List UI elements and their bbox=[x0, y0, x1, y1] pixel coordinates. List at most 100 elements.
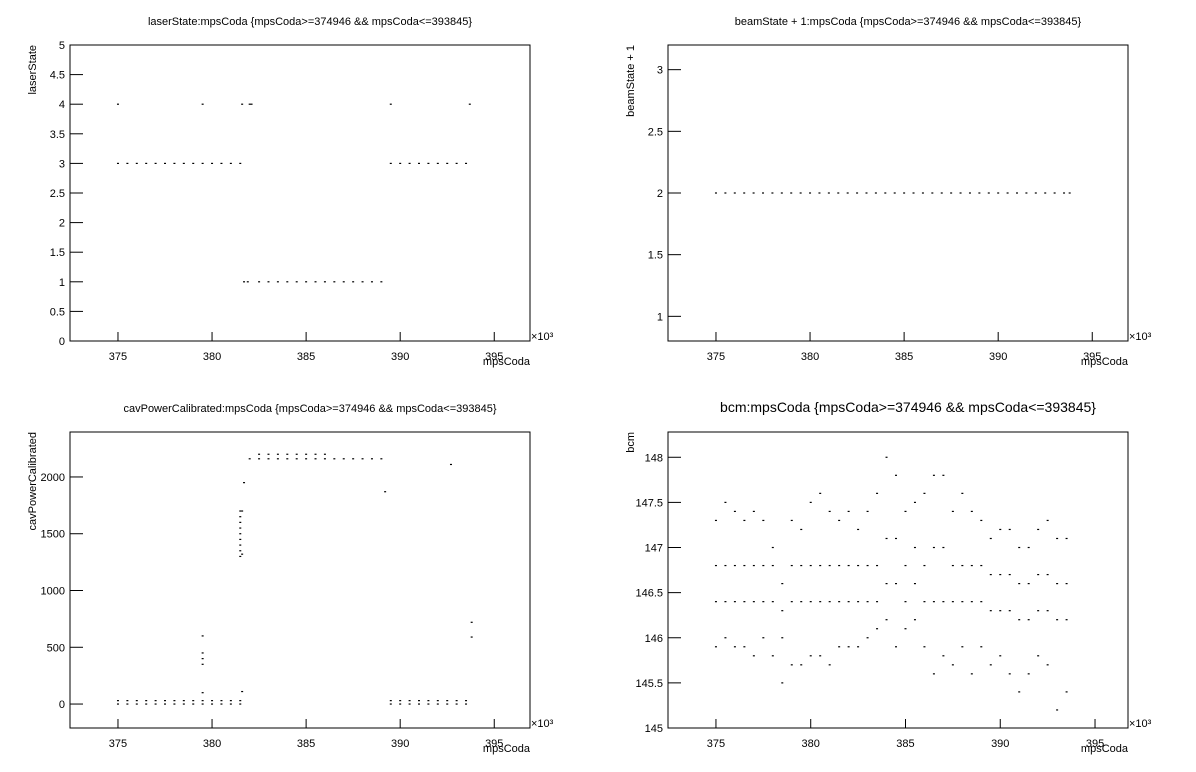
point bbox=[295, 453, 298, 455]
point bbox=[762, 192, 765, 194]
point bbox=[258, 453, 261, 455]
point bbox=[211, 700, 214, 702]
y-tick-label: 1 bbox=[657, 311, 663, 323]
point bbox=[809, 601, 812, 603]
point bbox=[847, 646, 850, 648]
point bbox=[1027, 619, 1030, 621]
point bbox=[800, 601, 803, 603]
x-tick-label: 395 bbox=[1086, 738, 1104, 750]
point bbox=[164, 162, 167, 164]
point bbox=[154, 700, 157, 702]
point bbox=[999, 573, 1002, 576]
point bbox=[323, 453, 326, 455]
point bbox=[295, 458, 298, 460]
point bbox=[380, 281, 383, 283]
y-tick-label: 145.5 bbox=[635, 678, 663, 690]
point bbox=[923, 646, 926, 648]
point bbox=[923, 492, 926, 494]
x-tick-label: 390 bbox=[391, 738, 409, 750]
point bbox=[408, 162, 411, 164]
x-tick-label: 395 bbox=[485, 351, 503, 363]
y-tick-label: 2.5 bbox=[648, 126, 663, 138]
point bbox=[838, 519, 841, 522]
point bbox=[276, 453, 279, 455]
point bbox=[145, 703, 148, 705]
chart-title: laserState:mpsCoda {mpsCoda>=374946 && m… bbox=[148, 16, 472, 28]
point bbox=[951, 664, 954, 666]
point bbox=[913, 583, 916, 585]
point bbox=[818, 192, 821, 194]
point bbox=[417, 700, 420, 702]
point bbox=[258, 458, 261, 460]
point bbox=[446, 700, 449, 702]
point bbox=[999, 610, 1002, 612]
point bbox=[885, 583, 888, 585]
point bbox=[903, 192, 906, 194]
point bbox=[895, 583, 898, 585]
y-tick-label: 0 bbox=[59, 336, 65, 348]
point bbox=[173, 700, 176, 702]
point bbox=[436, 162, 439, 164]
point bbox=[389, 103, 392, 105]
point bbox=[809, 192, 812, 194]
point bbox=[790, 664, 793, 666]
point bbox=[1034, 192, 1037, 194]
point bbox=[809, 501, 812, 503]
point bbox=[932, 474, 935, 476]
point bbox=[342, 458, 345, 460]
point bbox=[286, 453, 289, 455]
x-axis-multiplier: ×10³ bbox=[1129, 331, 1152, 343]
point bbox=[724, 601, 727, 603]
point bbox=[1008, 573, 1011, 576]
point bbox=[295, 281, 298, 283]
x-tick-label: 390 bbox=[989, 351, 1007, 363]
point bbox=[229, 700, 232, 702]
y-axis-label: cavPowerCalibrated bbox=[27, 432, 39, 530]
point bbox=[1008, 673, 1011, 675]
point bbox=[780, 192, 783, 194]
point bbox=[384, 491, 387, 493]
point bbox=[465, 700, 468, 702]
point bbox=[1056, 709, 1059, 711]
point bbox=[874, 192, 877, 194]
y-tick-label: 145 bbox=[645, 723, 663, 735]
point bbox=[239, 527, 242, 529]
point bbox=[286, 458, 289, 460]
point bbox=[866, 510, 869, 513]
point bbox=[276, 281, 279, 283]
point bbox=[866, 564, 869, 567]
point bbox=[455, 162, 458, 164]
point bbox=[733, 646, 736, 648]
y-axis-label: beamState + 1 bbox=[625, 45, 637, 117]
point bbox=[427, 162, 430, 164]
point bbox=[885, 537, 888, 540]
point bbox=[857, 646, 860, 648]
point bbox=[904, 564, 907, 567]
point bbox=[876, 601, 879, 603]
point bbox=[1046, 573, 1049, 576]
point bbox=[950, 192, 953, 194]
point bbox=[239, 516, 242, 518]
point bbox=[241, 690, 244, 693]
y-tick-label: 3 bbox=[59, 158, 65, 170]
point bbox=[714, 519, 717, 522]
point bbox=[828, 601, 831, 603]
y-tick-label: 146.5 bbox=[635, 588, 663, 600]
point bbox=[239, 544, 242, 546]
chart-panel: cavPowerCalibrated:mpsCoda {mpsCoda>=374… bbox=[27, 403, 554, 755]
point bbox=[828, 664, 831, 666]
x-tick-label: 390 bbox=[991, 738, 1009, 750]
point bbox=[978, 192, 981, 194]
y-tick-label: 3.5 bbox=[50, 129, 65, 141]
point bbox=[724, 637, 727, 639]
point bbox=[743, 519, 746, 522]
point bbox=[305, 453, 308, 455]
point bbox=[932, 673, 935, 675]
point bbox=[455, 703, 458, 705]
point bbox=[399, 700, 402, 702]
point bbox=[733, 601, 736, 603]
point bbox=[465, 703, 468, 705]
point bbox=[912, 192, 915, 194]
point bbox=[314, 458, 317, 460]
